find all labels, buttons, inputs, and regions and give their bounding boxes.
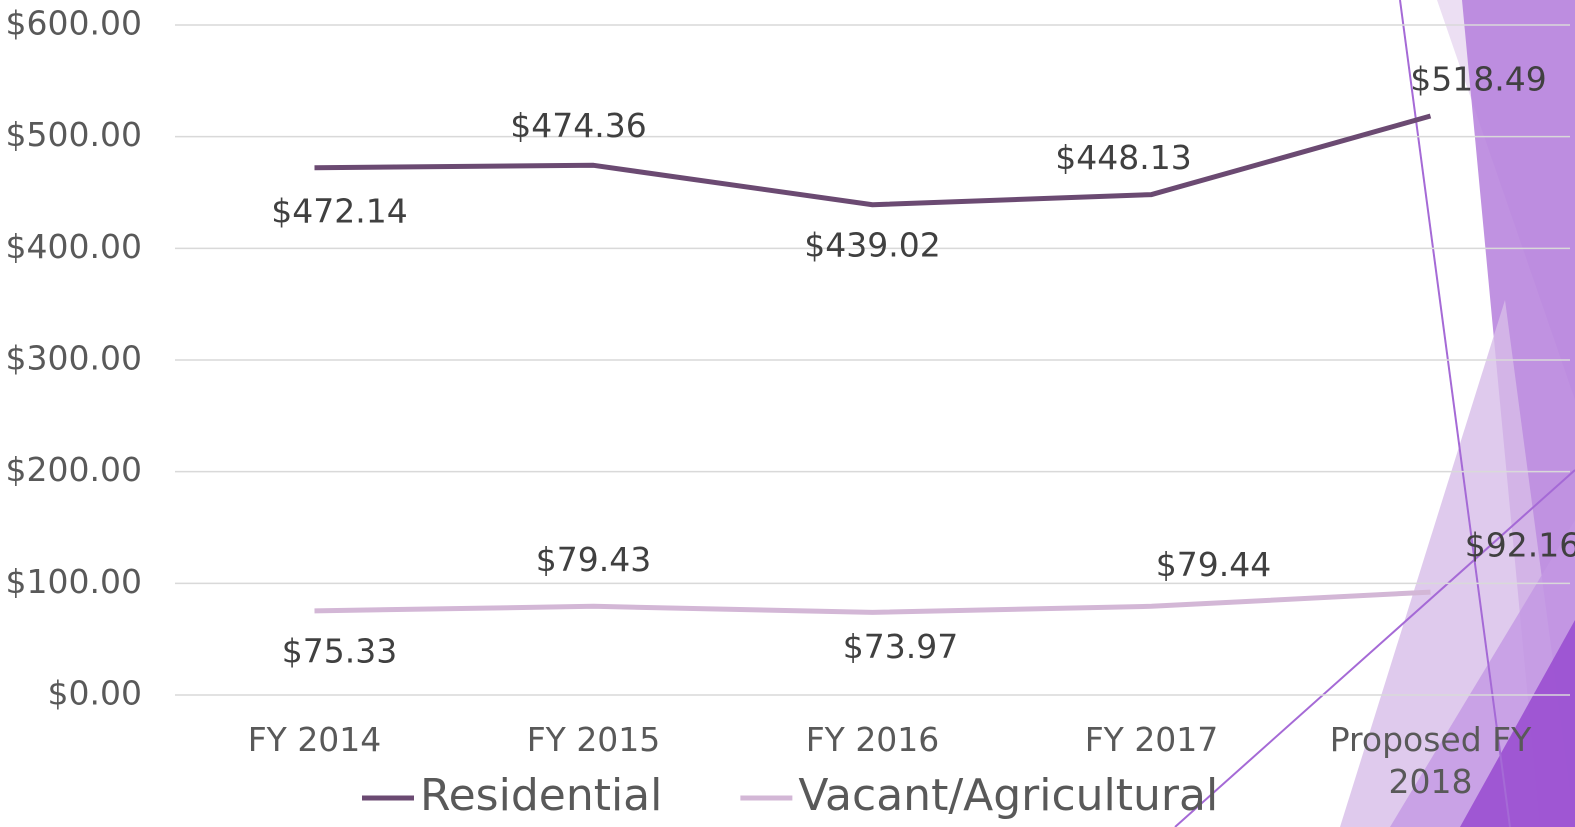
x-tick-label: FY 2014 — [195, 719, 435, 761]
legend-label: Residential — [420, 770, 662, 821]
legend-label: Vacant/Agricultural — [798, 770, 1218, 821]
y-tick-label: $100.00 — [6, 562, 142, 601]
x-tick-label: FY 2015 — [474, 719, 714, 761]
page: {"chart_data": {"type": "line", "categor… — [0, 0, 1575, 827]
decoration — [1175, 0, 1575, 827]
y-tick-label: $400.00 — [6, 227, 142, 266]
data-label: $79.43 — [536, 540, 651, 579]
y-tick-label: $600.00 — [6, 4, 142, 43]
data-label: $448.13 — [1055, 138, 1191, 177]
x-tick-label: FY 2017 — [1032, 719, 1272, 761]
data-label: $518.49 — [1410, 60, 1546, 99]
line — [315, 116, 1431, 205]
plot: $0.00 $100.00 $200.00 $300.00 $400.00 $500.00… — [6, 4, 1575, 822]
data-label: $73.97 — [843, 627, 958, 666]
data-label: $439.02 — [804, 225, 940, 264]
y-tick-label: $200.00 — [6, 450, 142, 489]
y-tick-label: $500.00 — [6, 115, 142, 154]
data-label: $92.16 — [1465, 526, 1575, 565]
chart: $0.00 $100.00 $200.00 $300.00 $400.00 $500.00… — [0, 0, 1575, 827]
x-tick-label: Proposed FY 2018 — [1311, 719, 1551, 803]
x-tick-label: FY 2016 — [753, 719, 993, 761]
y-tick-label: $300.00 — [6, 339, 142, 378]
data-label: $79.44 — [1156, 545, 1271, 584]
y-tick-label: $0.00 — [48, 674, 142, 713]
data-label: $75.33 — [282, 631, 397, 670]
line — [315, 592, 1431, 612]
data-label: $474.36 — [510, 106, 646, 145]
data-label: $472.14 — [271, 191, 407, 230]
